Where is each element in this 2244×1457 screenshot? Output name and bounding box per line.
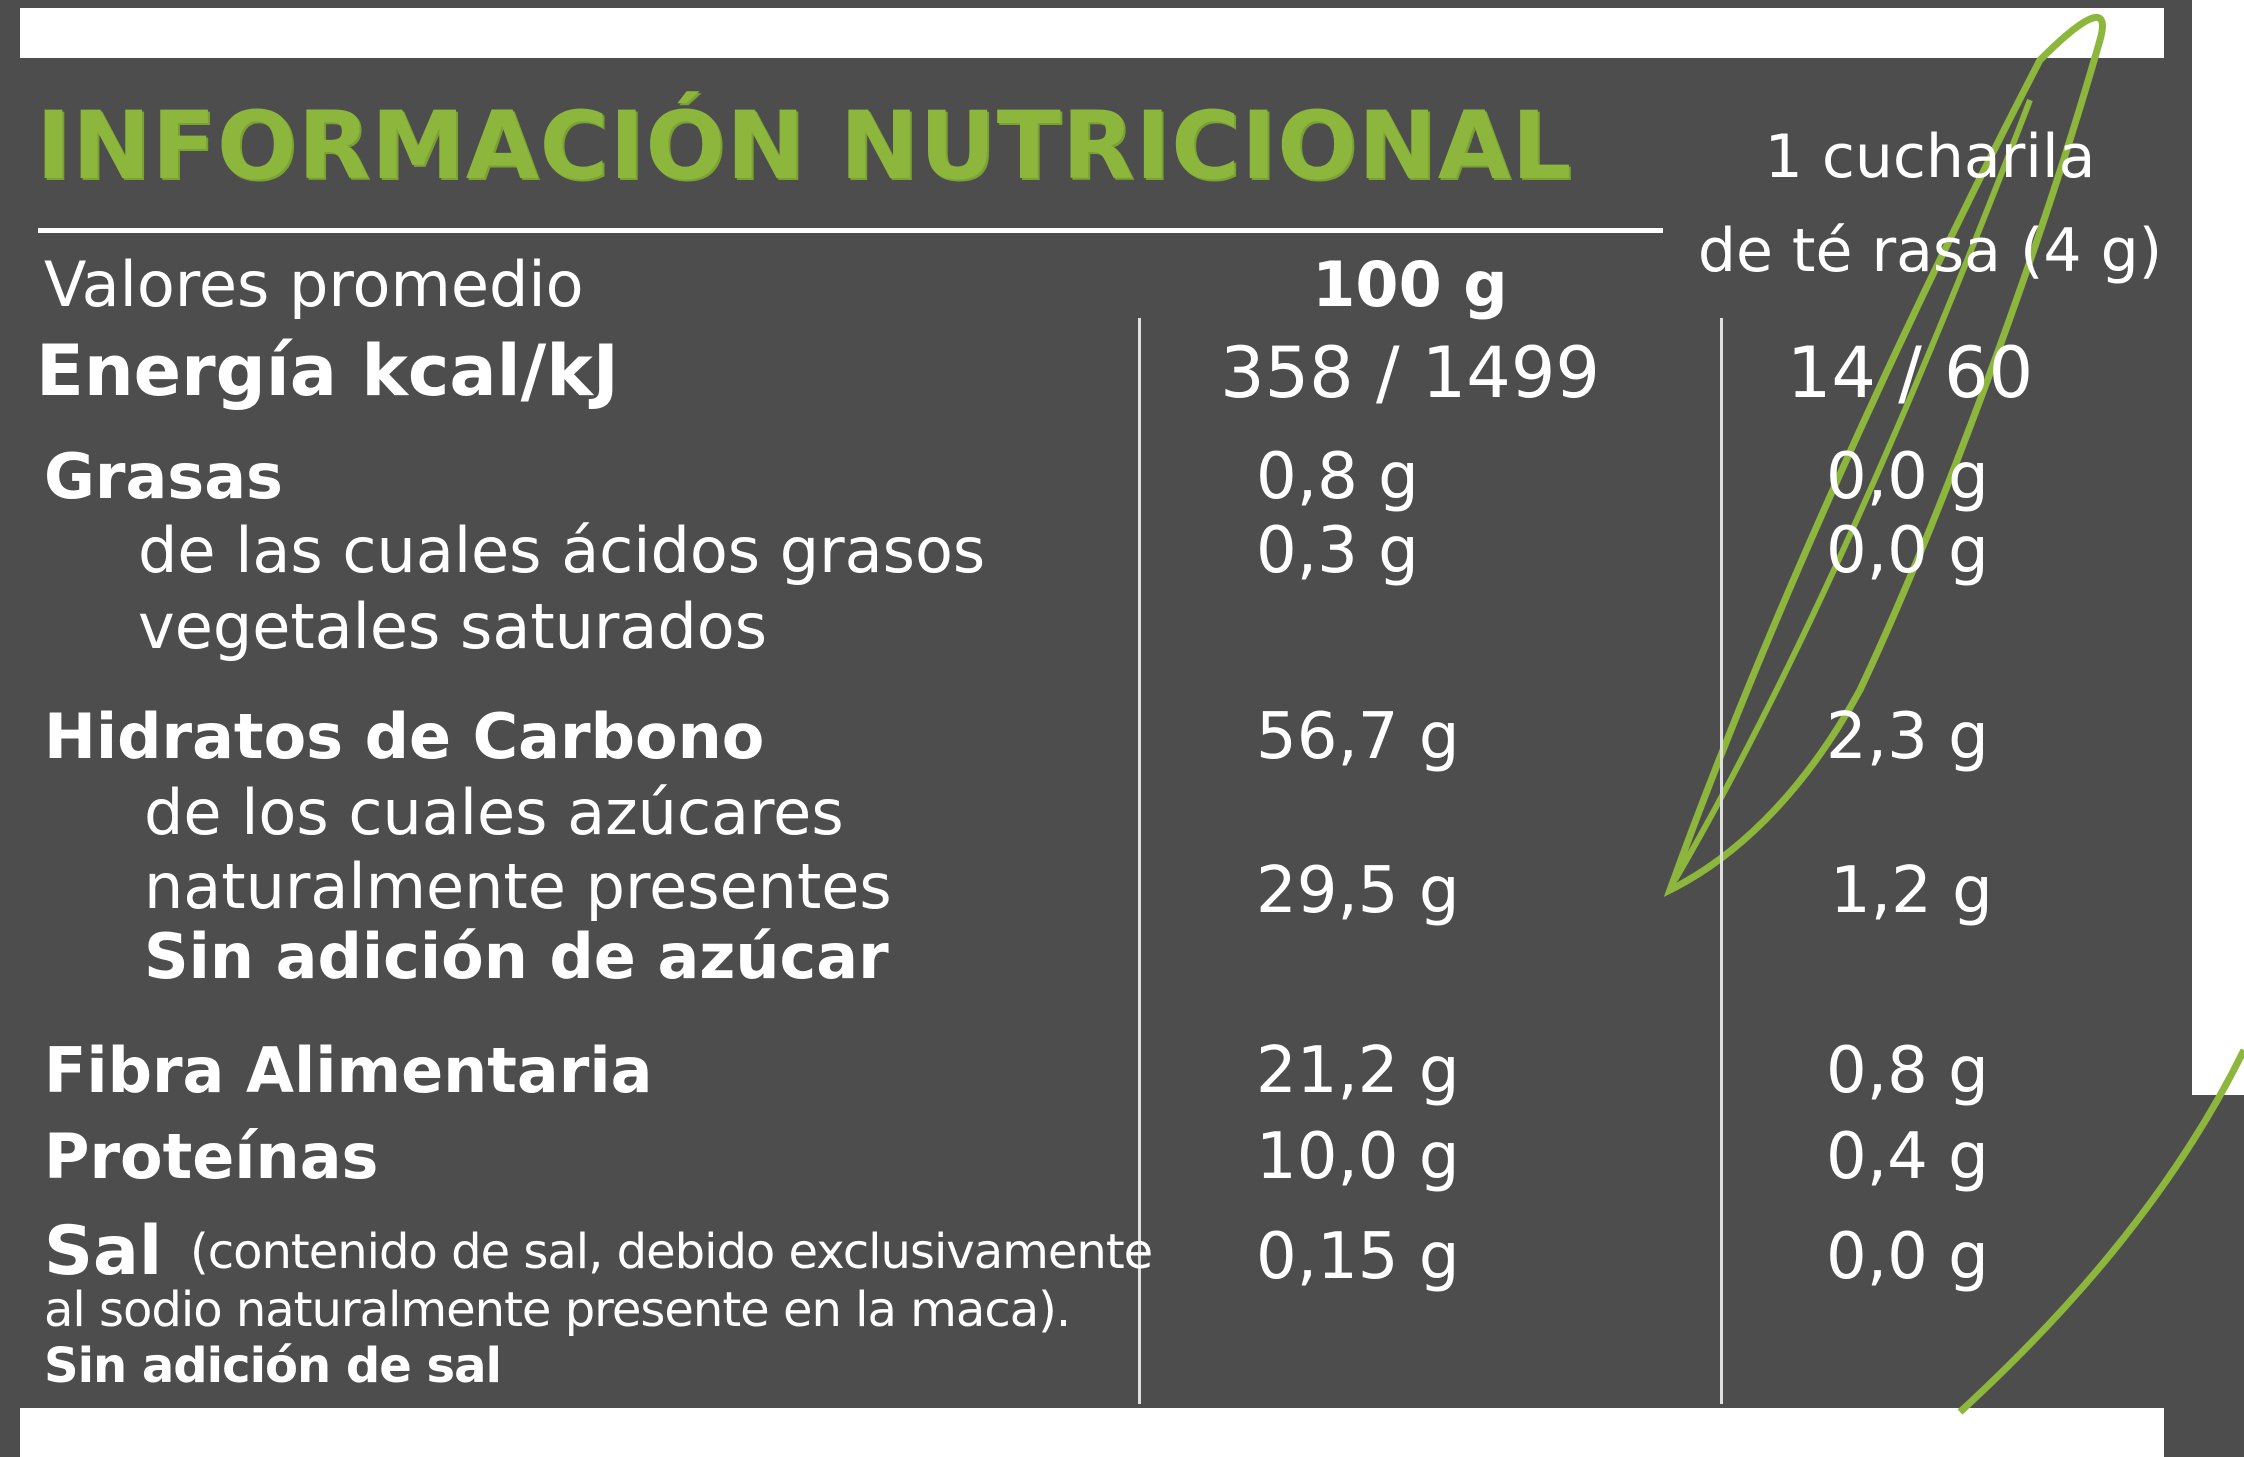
page-title: INFORMACIÓN NUTRICIONAL: [36, 92, 1573, 201]
header-portion-line2: de té rasa (4 g): [1697, 216, 2163, 286]
row-fibre-100g: 21,2 g: [1256, 1034, 1460, 1108]
row-saturated-label-line2: vegetales saturados: [138, 590, 767, 663]
row-energy-portion: 14 / 60: [1786, 332, 2034, 414]
row-fat-portion: 0,0 g: [1826, 440, 1989, 514]
row-protein-portion: 0,4 g: [1826, 1120, 1989, 1194]
title-underline: [38, 228, 1663, 233]
row-sugars-portion: 1,2 g: [1830, 854, 1993, 928]
row-fibre-portion: 0,8 g: [1826, 1034, 1989, 1108]
row-salt-note-line2: al sodio naturalmente presente en la mac…: [44, 1282, 1071, 1338]
row-protein-100g: 10,0 g: [1256, 1120, 1460, 1194]
row-energy-100g: 358 / 1499: [1220, 332, 1600, 414]
row-salt-label: Sal: [44, 1212, 163, 1291]
row-fibre-label: Fibra Alimentaria: [44, 1034, 653, 1107]
row-energy-label: Energía kcal/kJ: [36, 330, 619, 412]
row-sugars-label: de los cuales azúcares: [144, 776, 844, 849]
header-portion-line1: 1 cucharila: [1764, 122, 2096, 192]
row-sugars-no-added: Sin adición de azúcar: [144, 920, 889, 993]
top-frame-bar: [20, 8, 2164, 58]
row-salt-portion: 0,0 g: [1826, 1220, 1989, 1294]
row-salt-no-added: Sin adición de sal: [44, 1338, 502, 1394]
header-row-label: Valores promedio: [44, 248, 584, 321]
right-frame-bar: [2192, 0, 2244, 1095]
row-salt-100g: 0,15 g: [1256, 1220, 1460, 1294]
row-carbs-100g: 56,7 g: [1256, 700, 1460, 774]
column-divider-1: [1138, 318, 1141, 1404]
header-col-portion: 1 cucharila de té rasa (4 g): [1690, 110, 2170, 298]
row-saturated-portion: 0,0 g: [1826, 514, 1989, 588]
column-divider-2: [1720, 318, 1723, 1404]
row-protein-label: Proteínas: [44, 1120, 379, 1193]
row-sugars-100g: 29,5 g: [1256, 854, 1460, 928]
bottom-frame-bar: [20, 1408, 2164, 1457]
row-fat-label: Grasas: [44, 440, 283, 513]
row-carbs-portion: 2,3 g: [1826, 700, 1989, 774]
row-fat-100g: 0,8 g: [1256, 440, 1419, 514]
row-saturated-label: de las cuales ácidos grasos: [138, 514, 986, 587]
row-salt-note-line1: (contenido de sal, debido exclusivamente: [190, 1224, 1153, 1280]
row-carbs-label: Hidratos de Carbono: [44, 700, 765, 773]
header-col-100g: 100 g: [1312, 248, 1508, 321]
row-saturated-100g: 0,3 g: [1256, 514, 1419, 588]
row-sugars-label-line2: naturalmente presentes: [144, 850, 892, 923]
